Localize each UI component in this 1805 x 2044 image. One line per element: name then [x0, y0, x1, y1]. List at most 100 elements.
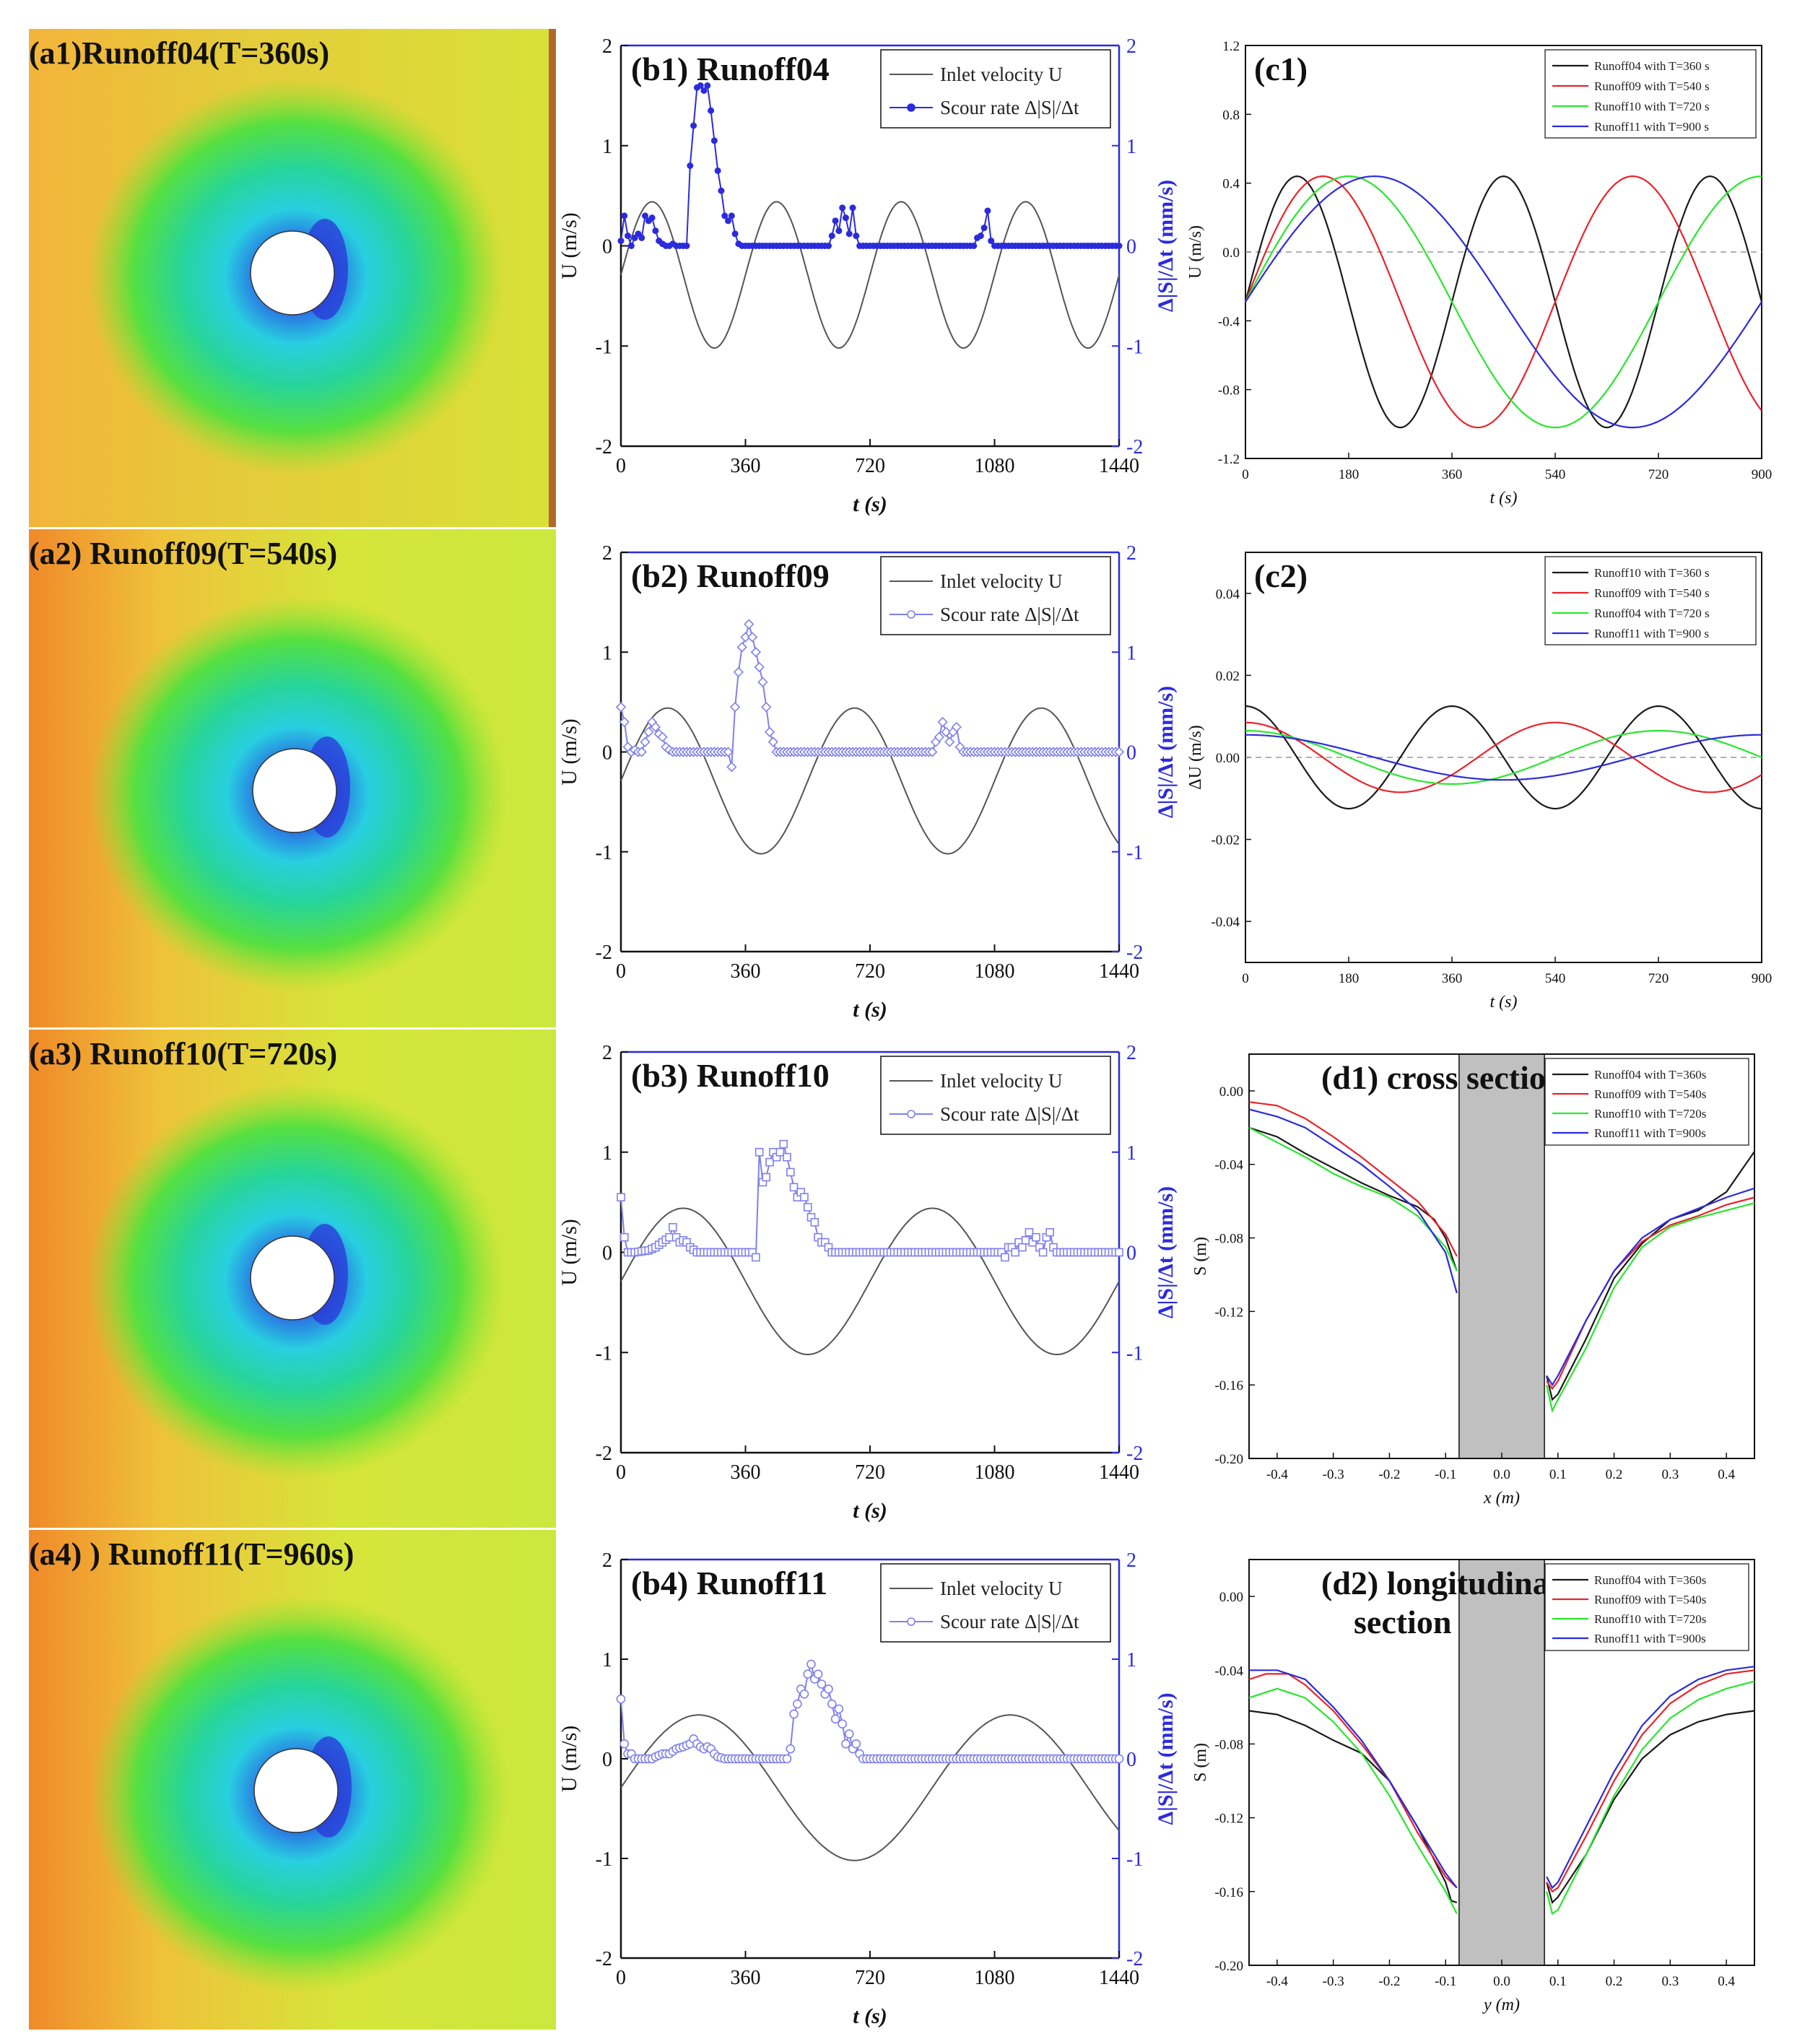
scour-point	[669, 1223, 677, 1232]
x-tick-label: 0	[616, 1461, 626, 1484]
scour-point	[657, 731, 668, 742]
scour-point	[775, 1147, 785, 1157]
chart-title: (b2) Runoff09	[631, 557, 830, 594]
x-tick-label: 1440	[1099, 1461, 1139, 1484]
series-line-2	[1244, 175, 1762, 429]
y-tick-label: 2	[602, 35, 612, 58]
series-right-4	[1546, 1187, 1755, 1387]
scour-point	[683, 243, 690, 249]
pile-circle	[252, 748, 337, 833]
legend-entry: Runoff10 with T=720s	[1594, 1107, 1706, 1121]
series-line-4	[1245, 734, 1762, 781]
x-tick-label: 0	[616, 1967, 626, 1989]
scour-point	[1038, 1248, 1048, 1257]
scour-point	[726, 762, 737, 773]
heatmap-title: (a1)Runoff04(T=360s)	[29, 35, 329, 71]
x-tick-label: 360	[1442, 971, 1463, 986]
legend-entry: Scour rate Δ|S|/Δt	[940, 604, 1079, 625]
x-tick-label: 1440	[1099, 960, 1139, 983]
scour-point	[779, 1139, 788, 1149]
series-right-1	[1546, 1710, 1755, 1905]
heatmap-title: (a2) Runoff09(T=540s)	[29, 536, 337, 571]
scour-point	[803, 1669, 813, 1679]
y-tick-label: 0.4	[1222, 177, 1240, 192]
legend-box	[1544, 556, 1757, 645]
scour-point	[761, 702, 772, 713]
y-tick-label: 0	[602, 742, 612, 765]
x-tick-label: -0.2	[1378, 1467, 1400, 1482]
x-tick-label: -0.3	[1323, 1467, 1344, 1482]
scour-point	[851, 1739, 861, 1749]
scour-point	[736, 642, 747, 653]
series-inlet-velocity	[620, 1714, 1120, 1861]
pile-circle	[250, 1235, 335, 1321]
x-tick-label: 900	[1752, 971, 1773, 986]
x-tick-label: 0	[616, 455, 626, 477]
x-tick-label: 180	[1339, 467, 1360, 482]
scour-point	[828, 232, 835, 240]
scour-point	[817, 1679, 827, 1689]
chart-title: (c1)	[1254, 51, 1308, 87]
scour-point	[1018, 1243, 1027, 1252]
x-tick-label: 1080	[975, 1461, 1015, 1484]
y2-axis-label: Δ|S|/Δt (mm/s)	[1154, 686, 1178, 818]
y-tick-label: 2	[602, 542, 612, 565]
legend-box	[880, 49, 1111, 129]
y-tick-label: 0.00	[1219, 1590, 1243, 1605]
x-tick-label: 720	[1648, 971, 1669, 986]
chart-title: (b4) Runoff11	[631, 1565, 827, 1601]
x-axis-label: t (s)	[853, 998, 887, 1022]
series-inlet-velocity	[620, 707, 1120, 855]
x-tick-label: 1440	[1099, 1967, 1139, 1989]
y2-tick-label: 0	[1126, 742, 1136, 765]
x-tick-label: 0.1	[1549, 1467, 1567, 1482]
scour-point	[621, 212, 628, 219]
x-tick-label: 900	[1752, 467, 1773, 482]
x-tick-label: 720	[855, 960, 885, 983]
series-line-3	[1245, 730, 1762, 785]
series-line-1	[1244, 175, 1763, 429]
legend-marker	[907, 1110, 915, 1118]
x-tick-label: 360	[731, 1461, 761, 1484]
series-left-4	[1249, 1669, 1458, 1889]
y-tick-label: -1	[596, 1848, 612, 1871]
scour-point	[616, 1694, 626, 1704]
y-tick-label: 2	[602, 1549, 612, 1572]
y-tick-label: -0.16	[1214, 1885, 1243, 1900]
scour-point	[665, 1232, 674, 1242]
scour-point	[937, 716, 948, 728]
heatmap-title: (a4) ) Runoff11(T=960s)	[29, 1536, 354, 1572]
scour-point	[754, 1147, 764, 1157]
scour-point	[799, 1689, 809, 1699]
scour-point	[704, 82, 711, 89]
scour-point	[744, 619, 754, 630]
x-axis-label: t (s)	[853, 2004, 887, 2028]
legend-box	[1544, 49, 1757, 139]
scour-point	[642, 212, 649, 219]
legend-entry: Runoff04 with T=720 s	[1594, 606, 1710, 620]
series-right-3	[1546, 1680, 1755, 1915]
x-tick-label: 540	[1545, 467, 1566, 482]
series-right-4	[1546, 1666, 1755, 1889]
scour-point	[839, 204, 846, 212]
y2-tick-label: -2	[1126, 436, 1143, 458]
x-tick-label: 0	[1242, 971, 1249, 986]
series-right-3	[1546, 1202, 1755, 1414]
scour-point	[927, 747, 938, 757]
series-line-4	[1245, 175, 1762, 429]
scour-point	[697, 82, 704, 89]
y2-tick-label: 0	[1126, 1243, 1136, 1265]
heatmap-panel-3: (a3) Runoff10(T=720s)	[29, 1030, 556, 1528]
legend-entry: Runoff09 with T=540s	[1594, 1593, 1706, 1606]
legend-marker	[907, 1617, 915, 1626]
x-tick-label: 360	[731, 455, 761, 477]
scour-point	[617, 1193, 625, 1201]
scour-point	[1001, 1253, 1009, 1262]
scour-point	[934, 731, 944, 742]
legend-entry: Runoff04 with T=360 s	[1594, 59, 1710, 73]
x-tick-label: 360	[731, 960, 761, 983]
x-tick-label: 0	[1242, 467, 1249, 482]
legend-entry: Runoff09 with T=540s	[1594, 1087, 1706, 1101]
scour-point	[1115, 1248, 1123, 1257]
x-tick-label: 0	[616, 960, 626, 983]
